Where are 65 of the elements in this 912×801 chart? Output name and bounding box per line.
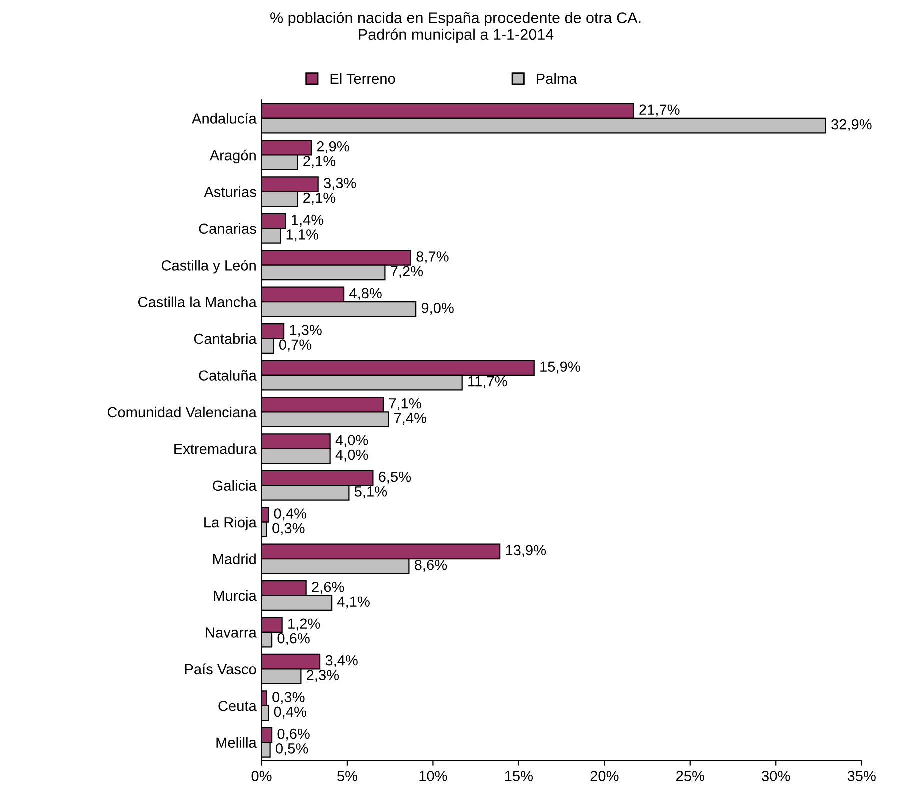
- y-tick-label: Castilla y León: [162, 260, 256, 274]
- y-tick-label: Cantabria: [194, 333, 257, 344]
- data-label: 2,6%: [312, 582, 344, 594]
- data-label: 0,4%: [274, 508, 306, 521]
- data-label: 1,3%: [290, 325, 322, 338]
- data-label: 0,3%: [272, 523, 305, 536]
- y-tick-label: Aragón: [210, 150, 256, 164]
- data-label: 9,0%: [422, 302, 454, 316]
- y-tick-label: Canarias: [199, 223, 256, 234]
- data-label: 32,9%: [832, 119, 872, 132]
- x-tick-label: 15%: [505, 771, 534, 782]
- data-label: 21,7%: [640, 104, 680, 117]
- data-label: 0,4%: [274, 706, 306, 719]
- y-tick-label: Ceuta: [218, 700, 257, 712]
- legend-label: El Terreno: [330, 73, 396, 84]
- data-label: 4,8%: [350, 288, 382, 300]
- y-tick-label: Extremadura: [174, 444, 257, 454]
- x-tick-label: 35%: [848, 771, 876, 782]
- x-tick-label: 0%: [252, 771, 272, 782]
- data-label: 4,0%: [336, 450, 368, 462]
- chart-title: % población nacida en España procedente de otra CA. Padrón municipal a 1-1-2014: [270, 12, 641, 44]
- y-tick-label: Melilla: [216, 737, 257, 748]
- data-label: 3,3%: [324, 178, 356, 190]
- x-tick-label: 20%: [590, 771, 619, 782]
- y-tick-label: País Vasco: [185, 664, 256, 675]
- data-label: 4,0%: [336, 435, 368, 448]
- y-tick-label: Galicia: [213, 480, 257, 492]
- y-tick-label: Madrid: [214, 554, 256, 564]
- data-label: 5,1%: [354, 486, 388, 499]
- data-label: 7,1%: [389, 398, 422, 410]
- data-label: 2,9%: [317, 141, 350, 154]
- data-label: 11,7%: [468, 376, 508, 388]
- data-label: 1,4%: [292, 214, 324, 227]
- data-label: 7,4%: [394, 413, 426, 426]
- x-tick-label: 10%: [420, 771, 448, 782]
- data-label: 8,7%: [416, 252, 449, 264]
- legend-label: Palma: [537, 73, 578, 84]
- data-label: 2,3%: [307, 670, 340, 682]
- data-label: 7,2%: [391, 266, 424, 278]
- y-tick-label: Murcia: [214, 590, 257, 602]
- data-label: 2,1%: [304, 156, 336, 168]
- y-tick-label: Asturias: [204, 186, 256, 198]
- data-label: 0,6%: [278, 728, 310, 741]
- data-label: 0,3%: [272, 692, 305, 704]
- data-label: 3,4%: [326, 655, 358, 668]
- x-tick-label: 30%: [762, 771, 790, 782]
- y-tick-label: Castilla la Mancha: [138, 296, 257, 308]
- data-label: 13,9%: [506, 545, 546, 558]
- y-tick-label: La Rioja: [204, 517, 257, 531]
- data-label: 8,6%: [414, 560, 448, 572]
- data-label: 0,6%: [278, 633, 310, 646]
- data-label: 6,5%: [379, 472, 412, 484]
- y-tick-label: Navarra: [206, 628, 257, 638]
- data-label: 15,9%: [540, 362, 580, 374]
- y-tick-label: Cataluña: [199, 370, 257, 381]
- data-label: 2,1%: [304, 192, 336, 205]
- x-tick-label: 25%: [676, 771, 704, 782]
- data-label: 0,5%: [276, 744, 308, 756]
- data-label: 4,1%: [338, 596, 370, 609]
- y-tick-label: Comunidad Valenciana: [108, 406, 257, 418]
- data-label: 1,2%: [288, 618, 320, 631]
- data-label: 1,1%: [286, 230, 318, 242]
- x-tick-label: 5%: [338, 771, 358, 782]
- data-label: 0,7%: [279, 340, 312, 352]
- y-tick-label: Andalucía: [192, 113, 257, 124]
